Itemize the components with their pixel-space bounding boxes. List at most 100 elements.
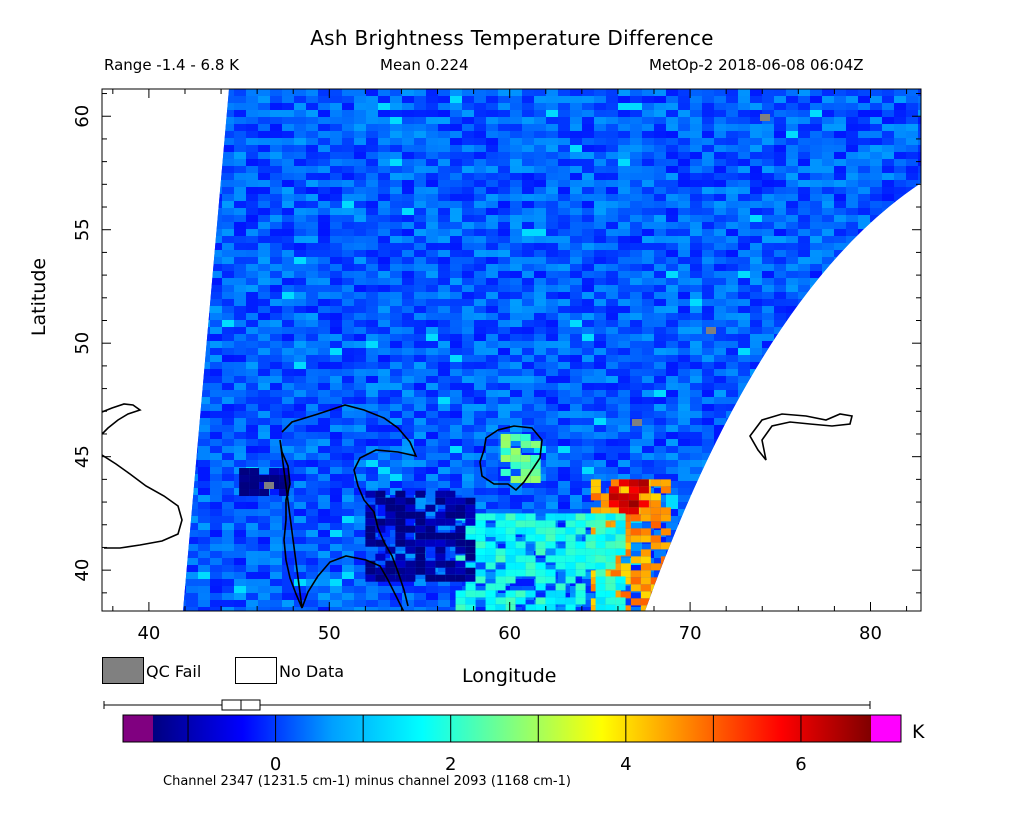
swath-pixel: [234, 418, 246, 425]
swath-pixel: [162, 103, 174, 110]
swath-pixel: [306, 138, 318, 145]
swath-pixel: [654, 264, 666, 271]
swath-pixel: [258, 558, 270, 565]
swath-pixel: [582, 208, 594, 215]
swath-pixel: [678, 355, 690, 362]
swath-pixel: [210, 110, 222, 117]
swath-pixel: [402, 530, 414, 537]
swath-pixel: [354, 208, 366, 215]
swath-pixel: [210, 264, 222, 271]
swath-pixel: [906, 509, 918, 516]
swath-pixel: [198, 152, 210, 159]
swath-pixel: [450, 579, 462, 586]
swath-pixel: [318, 257, 330, 264]
swath-pixel: [654, 117, 666, 124]
swath-pixel: [690, 432, 702, 439]
swath-pixel: [702, 117, 714, 124]
swath-pixel: [162, 481, 174, 488]
swath-pixel: [246, 390, 258, 397]
swath-pixel: [462, 173, 474, 180]
swath-pixel: [822, 369, 834, 376]
swath-pixel: [438, 117, 450, 124]
swath-pixel: [882, 502, 894, 509]
swath-pixel: [618, 376, 630, 383]
swath-pixel: [534, 138, 546, 145]
swath-pixel: [570, 250, 582, 257]
swath-pixel: [270, 257, 282, 264]
swath-pixel: [402, 341, 414, 348]
swath-pixel: [558, 481, 570, 488]
swath-pixel: [306, 299, 318, 306]
swath-pixel: [750, 257, 762, 264]
swath-pixel: [258, 285, 270, 292]
swath-pixel: [738, 166, 750, 173]
swath-pixel: [162, 425, 174, 432]
swath-pixel: [642, 327, 654, 334]
swath-pixel: [618, 355, 630, 362]
swath-pixel: [786, 432, 798, 439]
swath-pixel: [342, 509, 354, 516]
swath-pixel: [306, 201, 318, 208]
swath-pixel: [294, 271, 306, 278]
swath-pixel: [498, 152, 510, 159]
swath-pixel: [810, 201, 822, 208]
swath-pixel: [246, 124, 258, 131]
swath-pixel: [894, 117, 906, 124]
swath-pixel: [183, 131, 186, 138]
swath-pixel: [318, 523, 330, 530]
swath-pixel: [726, 222, 738, 229]
swath-pixel: [222, 96, 234, 103]
swath-pixel: [258, 460, 270, 467]
swath-pixel: [702, 96, 714, 103]
swath-pixel: [546, 250, 558, 257]
swath-pixel: [894, 404, 906, 411]
swath-pixel: [786, 117, 798, 124]
swath-pixel: [522, 264, 534, 271]
swath-pixel: [378, 292, 390, 299]
swath-pixel: [918, 586, 921, 593]
btd-feature-pixel: [500, 447, 511, 455]
swath-pixel: [378, 376, 390, 383]
swath-pixel: [186, 159, 198, 166]
swath-pixel: [330, 551, 342, 558]
swath-pixel: [714, 579, 726, 586]
swath-pixel: [714, 327, 726, 334]
swath-pixel: [594, 362, 606, 369]
swath-pixel: [774, 145, 786, 152]
swath-pixel: [822, 201, 834, 208]
swath-pixel: [210, 117, 222, 124]
swath-pixel: [306, 257, 318, 264]
swath-pixel: [390, 236, 402, 243]
swath-pixel: [630, 264, 642, 271]
swath-pixel: [738, 117, 750, 124]
swath-pixel: [258, 495, 270, 502]
swath-pixel: [594, 474, 606, 481]
swath-pixel: [714, 495, 726, 502]
swath-pixel: [234, 376, 246, 383]
swath-pixel: [834, 264, 846, 271]
swath-pixel: [786, 334, 798, 341]
swath-pixel: [162, 131, 174, 138]
swath-pixel: [534, 229, 546, 236]
swath-pixel: [882, 334, 894, 341]
swath-pixel: [414, 327, 426, 334]
swath-pixel: [714, 376, 726, 383]
swath-pixel: [798, 117, 810, 124]
swath-pixel: [858, 579, 870, 586]
swath-pixel: [726, 327, 738, 334]
swath-pixel: [402, 96, 414, 103]
swath-pixel: [786, 271, 798, 278]
swath-pixel: [258, 551, 270, 558]
swath-pixel: [306, 397, 318, 404]
swath-pixel: [618, 299, 630, 306]
swath-pixel: [858, 278, 870, 285]
swath-pixel: [834, 600, 846, 607]
swath-pixel: [342, 117, 354, 124]
swath-pixel: [183, 565, 186, 572]
swath-pixel: [342, 397, 354, 404]
swath-pixel: [366, 201, 378, 208]
swath-pixel: [246, 103, 258, 110]
swath-pixel: [798, 159, 810, 166]
swath-pixel: [183, 145, 186, 152]
swath-pixel: [378, 236, 390, 243]
